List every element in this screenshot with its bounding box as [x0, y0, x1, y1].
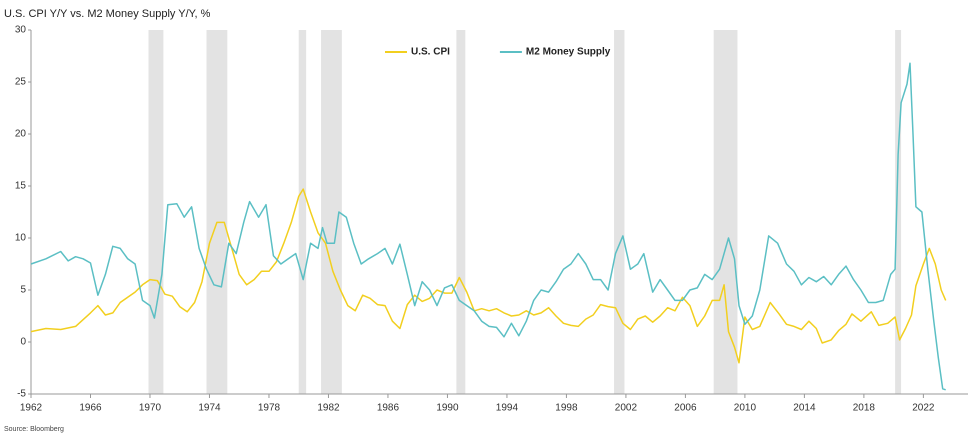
- x-tick-label: 1978: [258, 403, 281, 414]
- x-tick-label: 2018: [853, 403, 876, 414]
- x-tick-label: 1962: [20, 403, 43, 414]
- legend-label: M2 Money Supply: [526, 47, 611, 58]
- recession-band: [614, 30, 625, 394]
- x-tick-label: 2010: [734, 403, 757, 414]
- recession-band: [713, 30, 738, 394]
- recession-band: [456, 30, 466, 394]
- series-line: [30, 188, 947, 364]
- source: Source: Bloomberg: [4, 426, 64, 433]
- y-tick-label: 5: [20, 285, 26, 296]
- x-tick-label: 1966: [79, 403, 102, 414]
- chart-title: U.S. CPI Y/Y vs. M2 Money Supply Y/Y, %: [4, 8, 211, 20]
- x-tick-label: 1974: [198, 403, 221, 414]
- y-tick-label: -5: [17, 389, 26, 400]
- y-tick-label: 30: [15, 25, 27, 36]
- x-tick-label: 1990: [436, 403, 459, 414]
- recession-band: [321, 30, 342, 394]
- x-tick-label: 1982: [317, 403, 340, 414]
- x-tick-label: 1994: [496, 403, 519, 414]
- y-tick-label: 20: [15, 129, 27, 140]
- x-tick-label: 1970: [139, 403, 162, 414]
- recession-band: [895, 30, 902, 394]
- y-tick-label: 25: [15, 77, 27, 88]
- recession-band: [298, 30, 307, 394]
- x-tick-label: 2002: [615, 403, 638, 414]
- y-tick-label: 0: [20, 337, 26, 348]
- x-tick-label: 2006: [674, 403, 697, 414]
- legend-label: U.S. CPI: [411, 47, 450, 58]
- x-tick-label: 1986: [377, 403, 400, 414]
- series-line: [30, 62, 946, 391]
- x-tick-label: 2022: [912, 403, 935, 414]
- y-tick-label: 10: [15, 233, 27, 244]
- x-tick-label: 2014: [793, 403, 816, 414]
- x-tick-label: 1998: [555, 403, 578, 414]
- recession-band: [148, 30, 164, 394]
- recession-band: [206, 30, 228, 394]
- y-tick-label: 15: [15, 181, 27, 192]
